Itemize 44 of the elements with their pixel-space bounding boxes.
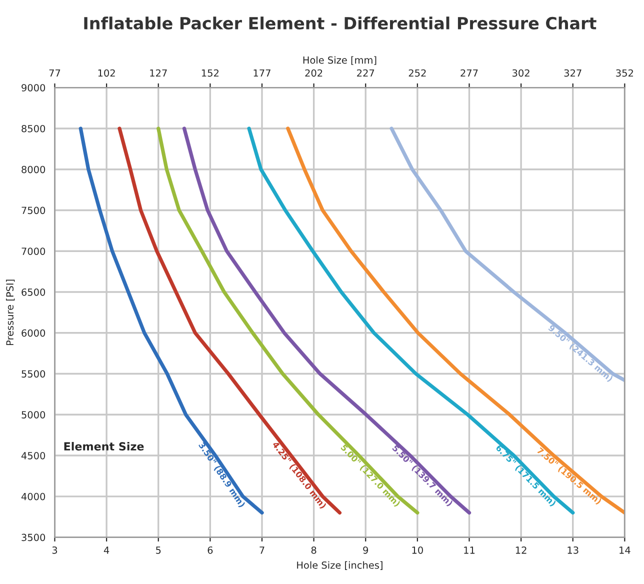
x-tick-label: 10 xyxy=(412,546,423,554)
x2-axis-title: Hole Size [mm] xyxy=(303,56,376,65)
x-tick-label: 5 xyxy=(156,546,161,554)
x2-tick-label: 202 xyxy=(305,69,322,77)
line-series xyxy=(182,126,472,515)
y-tick-label: 5000 xyxy=(22,411,46,418)
x-axis-title: Hole Size [inches] xyxy=(297,561,382,570)
y-tick-label: 4500 xyxy=(21,452,46,460)
x-tick-label: 11 xyxy=(464,546,475,554)
chart-title: Inflatable Packer Element - Differential Pressure Chart xyxy=(84,16,596,30)
x-tick-label: 3 xyxy=(52,546,58,554)
y-tick-label: 4000 xyxy=(21,492,46,500)
x-tick-label: 4 xyxy=(104,546,110,554)
x-tick-label: 13 xyxy=(568,546,578,554)
x2-tick-label: 127 xyxy=(150,69,167,77)
x-tick-label: 9 xyxy=(363,546,368,554)
x-tick-label: 14 xyxy=(620,546,630,554)
x2-tick-label: 327 xyxy=(564,69,582,77)
y-tick-label: 7500 xyxy=(22,206,46,214)
x-tick-label: 6 xyxy=(208,546,213,554)
y-tick-label: 6000 xyxy=(22,329,46,337)
x2-tick-label: 252 xyxy=(408,69,426,77)
y-tick-label: 8500 xyxy=(22,124,46,132)
x2-tick-label: 352 xyxy=(616,69,633,77)
line-series xyxy=(390,126,625,382)
x2-tick-label: 227 xyxy=(357,69,374,77)
x2-tick-label: 177 xyxy=(254,69,270,77)
y-tick-label: 9000 xyxy=(22,84,46,92)
annotation: Element Size xyxy=(64,442,144,451)
y-tick-label: 8000 xyxy=(22,166,46,174)
x2-tick-label: 277 xyxy=(460,69,478,77)
x-tick-label: 12 xyxy=(516,546,526,554)
x2-tick-label: 77 xyxy=(49,69,60,77)
y-tick-label: 3500 xyxy=(22,534,46,542)
y-tick-label: 5500 xyxy=(22,370,46,378)
y-axis-title: Pressure [PSI] xyxy=(6,280,15,346)
x2-tick-label: 152 xyxy=(202,69,218,77)
line-series xyxy=(118,126,342,515)
x-tick-label: 8 xyxy=(311,546,316,554)
x2-tick-label: 102 xyxy=(98,69,115,77)
y-tick-label: 6500 xyxy=(22,288,46,296)
x-tick-label: 7 xyxy=(260,546,264,554)
y-tick-label: 7000 xyxy=(22,248,46,255)
x2-tick-label: 302 xyxy=(512,69,530,77)
